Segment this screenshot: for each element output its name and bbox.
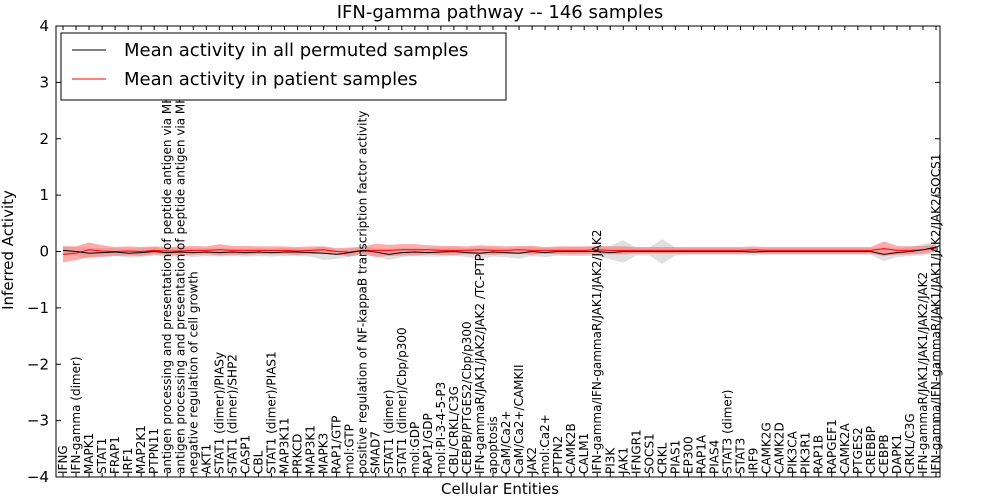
y-ticks: −4 −3 −2 −1 0 1 2 3 4 — [27, 17, 940, 486]
y-tick-label: 3 — [39, 73, 49, 91]
category-label: mol:PI-3-4-5-P3 — [434, 382, 448, 474]
category-label: MAP2K1 — [134, 425, 148, 474]
category-label: JAK1 — [616, 447, 630, 475]
line-series-1 — [62, 247, 937, 255]
category-label: PIAS4 — [707, 440, 721, 474]
category-label: IFN-gammaR/JAK1/JAK1/JAK2/JAK2 — [916, 272, 930, 474]
category-label: mol:Ca2+ — [538, 414, 552, 474]
category-label: CREBBP — [864, 426, 878, 474]
x-axis-label: Cellular Entities — [441, 480, 559, 498]
category-label: CASP1 — [238, 435, 252, 474]
series-lines — [62, 246, 937, 255]
x-ticks — [62, 26, 937, 477]
category-label: mol:GDP — [408, 422, 422, 474]
category-label: CRKL — [655, 442, 669, 474]
category-label: PTGES2 — [851, 427, 865, 474]
legend-label: Mean activity in patient samples — [124, 69, 418, 90]
category-label: RAPGEF1 — [825, 419, 839, 474]
category-label: MAP3K11 — [278, 417, 292, 474]
legend: Mean activity in all permuted samples Mea… — [60, 32, 507, 101]
category-label: MAPK1 — [82, 433, 96, 474]
category-label: IFN-gamma/IFN-gammaR/JAK1/JAK1/JAK2/JAK2… — [929, 154, 943, 474]
category-label: MAP3K1 — [304, 425, 318, 474]
category-label: STAT1 (dimer)/PIASy — [212, 352, 226, 474]
category-label: IFN-gamma/IFN-gammaR/JAK1/JAK2/JAK2 — [590, 229, 604, 474]
y-axis-label: Inferred Activity — [0, 190, 17, 310]
y-tick-label: −3 — [27, 412, 49, 430]
band-series-1 — [63, 241, 936, 263]
category-label: CAMK2D — [773, 422, 787, 474]
category-label: EP300 — [681, 436, 695, 474]
category-label: PI3K — [603, 447, 617, 474]
category-label: IRF9 — [747, 448, 761, 474]
category-label: apoptosis — [486, 416, 500, 474]
category-label: negative regulation of cell growth — [186, 271, 200, 474]
category-label: STAT1 (dimer)/SHP2 — [225, 354, 239, 474]
category-label: IFN-gammaR/JAK1/JAK2/JAK2 /TC-PTP — [473, 254, 487, 474]
category-label: STAT1 — [95, 438, 109, 474]
category-label: STAT3 (dimer) — [721, 390, 735, 474]
category-label: CAMK2B — [564, 423, 578, 474]
category-label: FRAP1 — [108, 436, 122, 474]
y-tick-label: −2 — [27, 355, 49, 373]
category-label: antigen processing and presentation of p… — [173, 42, 187, 474]
category-label: PTPN11 — [147, 428, 161, 474]
category-label: RAP1/GDP — [421, 413, 435, 474]
category-label: CAMK2G — [760, 422, 774, 474]
category-label: SMAD7 — [369, 431, 383, 474]
chart-title: IFN-gamma pathway -- 146 samples — [337, 2, 664, 23]
category-label: STAT1 (dimer)/Cbp/p300 — [395, 327, 409, 474]
category-label: mol:GTP — [343, 424, 357, 474]
category-label: MAPK3 — [317, 433, 331, 474]
category-labels: IFNG IFN-gamma (dimer) MAPK1 STAT1 FRAP1 IRF1… — [56, 42, 943, 475]
line-series-0 — [62, 246, 937, 255]
category-label: PRKCD — [291, 434, 305, 474]
category-label: RAP1B — [812, 435, 826, 474]
y-tick-label: 2 — [39, 130, 49, 148]
y-tick-label: 0 — [39, 243, 49, 261]
category-label: CBL — [251, 450, 265, 474]
category-label: CRKL/C3G — [903, 413, 917, 474]
legend-box — [60, 32, 507, 101]
category-label: PIAS1 — [668, 440, 682, 474]
category-label: CEBPB/PTGES2/Cbp/p300 — [460, 321, 474, 474]
category-label: STAT1 (dimer)/PIAS1 — [264, 351, 278, 474]
category-label: positive regulation of NF-kappaB transcr… — [356, 111, 370, 474]
category-label: CBL/CRKL/C3G — [447, 386, 461, 474]
y-tick-label: −4 — [27, 468, 49, 486]
category-label: antigen processing and presentation of p… — [160, 45, 174, 474]
category-label: JAK2 — [525, 447, 539, 475]
y-tick-label: 1 — [39, 186, 49, 204]
category-label: RAP1A — [694, 434, 708, 474]
category-label: AKT1 — [199, 444, 213, 474]
category-label: CALM1 — [577, 433, 591, 474]
category-label: SOCS1 — [642, 433, 656, 474]
y-tick-label: −1 — [27, 299, 49, 317]
category-label: STAT1 (dimer) — [382, 390, 396, 474]
category-label: IFNG — [56, 445, 70, 474]
category-label: IRF1 — [121, 448, 135, 474]
category-label: PIK3CA — [786, 430, 800, 474]
plot-frame — [55, 25, 941, 478]
category-label: RAP1/GTP — [330, 416, 344, 474]
category-label: IFNGR1 — [629, 429, 643, 474]
category-label: CAMK2A — [838, 423, 852, 474]
category-label: DAPK1 — [890, 434, 904, 474]
category-label: IFN-gamma (dimer) — [69, 356, 83, 474]
category-label: STAT3 — [734, 438, 748, 474]
category-label: CaM/Ca2+/CAMKII — [512, 365, 526, 474]
category-label: CaM/Ca2+ — [499, 410, 513, 474]
category-label: PIK3R1 — [799, 432, 813, 474]
confidence-bands — [63, 239, 936, 264]
category-label: PTPN2 — [551, 436, 565, 474]
legend-label: Mean activity in all permuted samples — [124, 40, 468, 61]
y-tick-label: 4 — [39, 17, 49, 35]
category-label: CEBPB — [877, 434, 891, 474]
